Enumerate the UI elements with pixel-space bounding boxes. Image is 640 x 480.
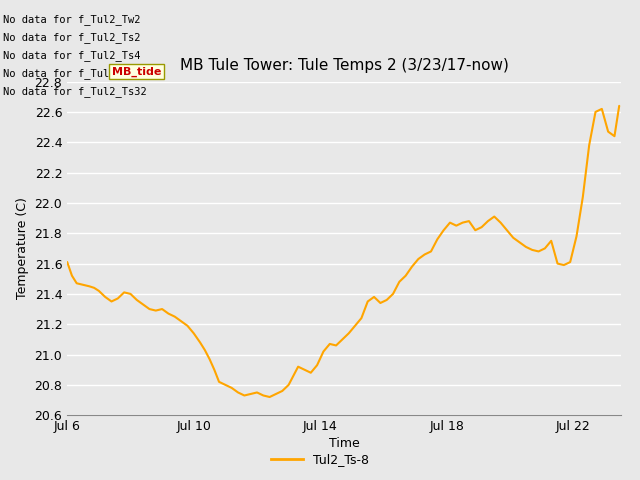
Text: No data for f_Tul2_Ts32: No data for f_Tul2_Ts32: [3, 86, 147, 97]
Text: MB_tide: MB_tide: [112, 66, 161, 77]
Y-axis label: Temperature (C): Temperature (C): [16, 197, 29, 300]
Title: MB Tule Tower: Tule Temps 2 (3/23/17-now): MB Tule Tower: Tule Temps 2 (3/23/17-now…: [180, 59, 508, 73]
Text: No data for f_Tul2_Tw2: No data for f_Tul2_Tw2: [3, 13, 141, 24]
Text: No data for f_Tul2_Ts2: No data for f_Tul2_Ts2: [3, 32, 141, 43]
Legend: Tul2_Ts-8: Tul2_Ts-8: [266, 448, 374, 471]
X-axis label: Time: Time: [328, 437, 360, 450]
Text: No data for f_Tul2_Ts4: No data for f_Tul2_Ts4: [3, 50, 141, 61]
Text: No data for f_Tul2_Ts16: No data for f_Tul2_Ts16: [3, 68, 147, 79]
